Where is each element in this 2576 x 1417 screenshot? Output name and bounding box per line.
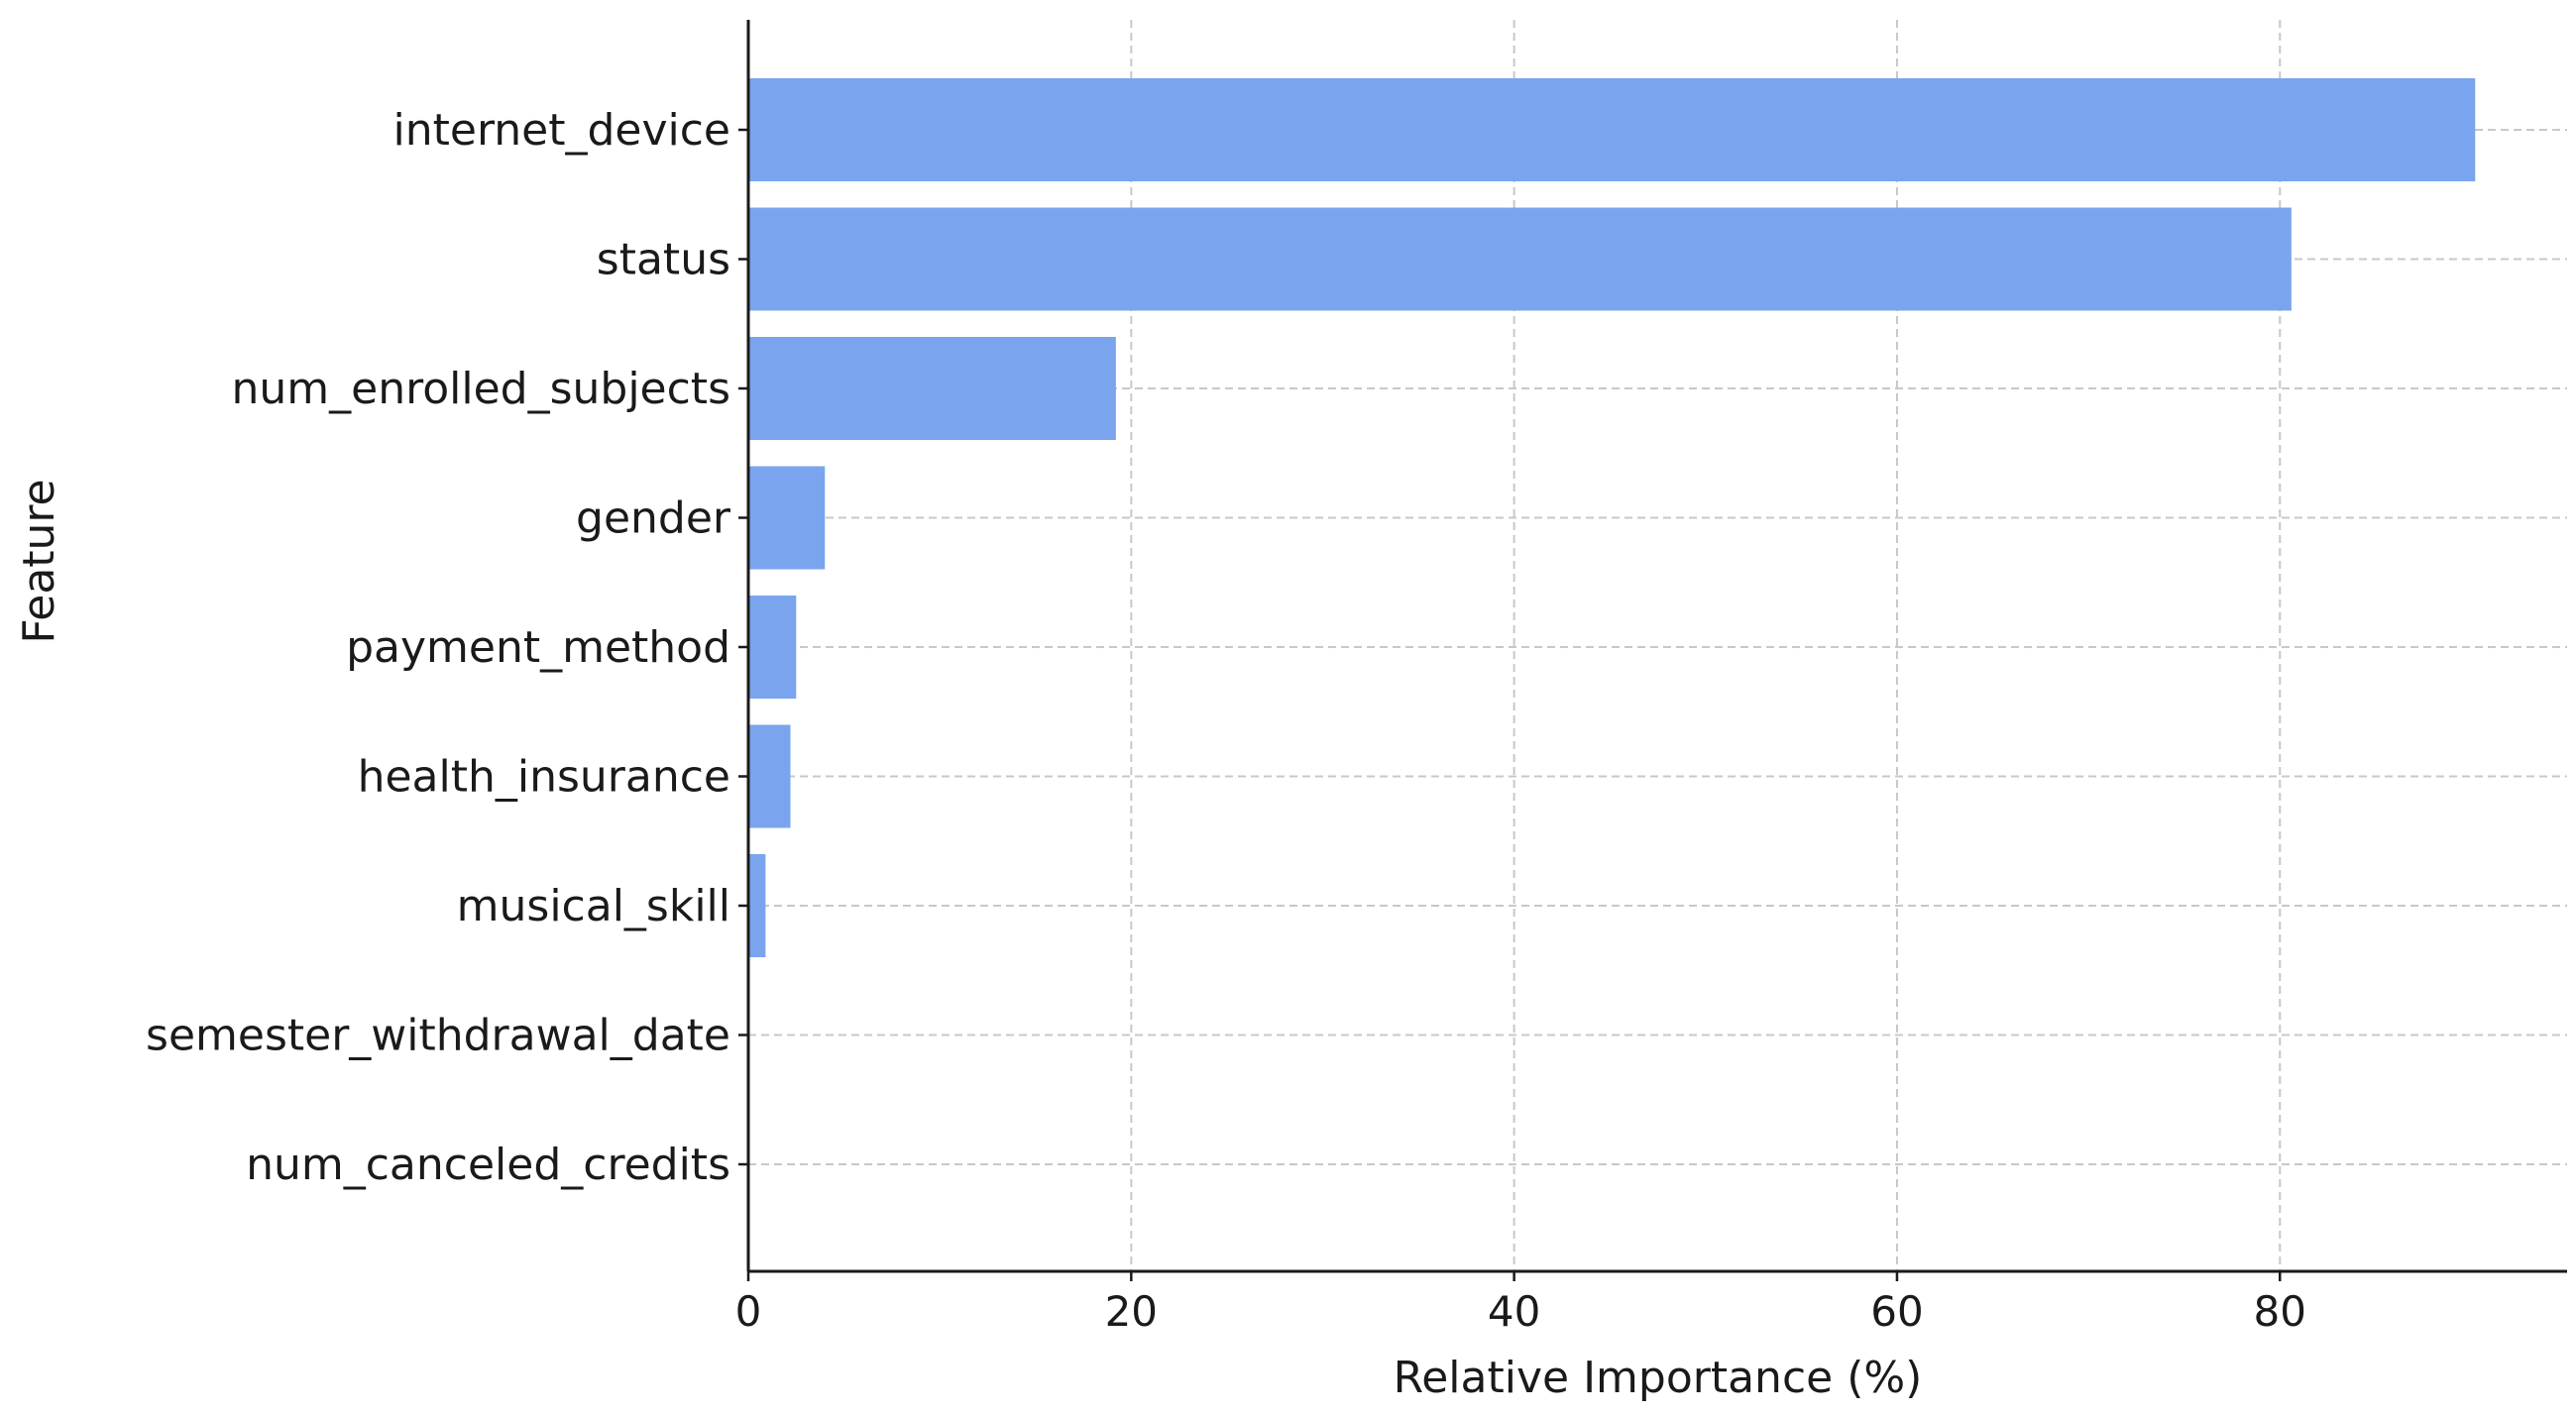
x-ticks-layer: 0 20 40 60 80 [735, 1271, 2306, 1336]
y-tick-label: payment_method [346, 622, 730, 673]
x-tick-label: 80 [2254, 1287, 2306, 1336]
y-tick-label: semester_withdrawal_date [146, 1011, 730, 1061]
y-tick-label: internet_device [393, 105, 730, 156]
x-tick-label: 20 [1105, 1287, 1158, 1336]
y-tick-label: num_enrolled_subjects [232, 364, 731, 414]
x-tick-label: 40 [1488, 1287, 1540, 1336]
y-tick-label: health_insurance [358, 752, 730, 803]
bar-gender [748, 466, 826, 570]
grid-layer [748, 20, 2567, 1271]
x-tick-label: 0 [735, 1287, 762, 1336]
x-axis-title: Relative Importance (%) [1394, 1353, 1923, 1403]
y-axis-title: Feature [14, 479, 64, 643]
y-tick-label: num_canceled_credits [246, 1140, 730, 1190]
y-tick-label: gender [576, 493, 731, 544]
bar-num-enrolled-subjects [748, 337, 1116, 440]
axes-layer [746, 20, 2567, 1273]
y-tick-label: musical_skill [457, 881, 730, 931]
bar-payment-method [748, 596, 797, 699]
bar-health-insurance [748, 724, 791, 828]
bars-layer [748, 78, 2476, 957]
bar-status [748, 207, 2292, 311]
bar-internet-device [748, 78, 2476, 181]
x-tick-label: 60 [1870, 1287, 1923, 1336]
y-tick-label: status [597, 235, 730, 285]
bar-musical-skill [748, 854, 766, 957]
